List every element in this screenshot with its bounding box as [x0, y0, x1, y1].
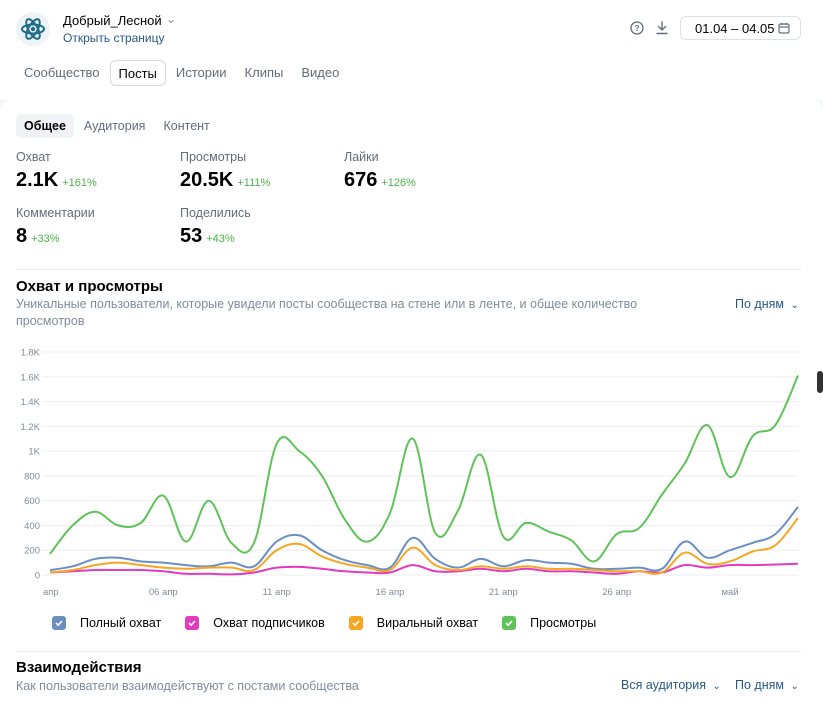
interactions-period-dropdown[interactable]: По дням ⌄ — [735, 678, 799, 692]
main-tabs: Сообщество Посты Истории Клипы Видео — [16, 60, 349, 86]
x-axis-ticks: апр 06 апр 11 апр 16 апр 21 апр 26 апр май — [43, 587, 739, 598]
x-tick-label: апр — [43, 587, 59, 598]
reach-section-title: Охват и просмотры — [16, 278, 163, 295]
metric-likes: Лайки 676 +126% — [344, 150, 416, 192]
legend-item-full-reach[interactable]: Полный охват — [52, 616, 161, 630]
tab-video[interactable]: Видео — [301, 65, 340, 80]
audience-dropdown[interactable]: Вся аудитория ⌄ — [621, 678, 721, 692]
x-tick-label: 06 апр — [149, 587, 178, 598]
metric-delta: +126% — [381, 177, 416, 189]
group-name[interactable]: Добрый_Лесной — [63, 13, 162, 28]
legend-item-viral-reach[interactable]: Виральный охват — [348, 616, 479, 630]
chevron-down-icon: ⌄ — [790, 681, 799, 692]
y-tick-label: 200 — [24, 546, 40, 557]
metric-reach: Охват 2.1K +161% — [16, 150, 97, 192]
checkbox-icon[interactable] — [185, 616, 200, 630]
y-tick-label: 0 — [35, 571, 40, 582]
checkbox-icon[interactable] — [52, 616, 66, 630]
legend-label: Охват подписчиков — [213, 616, 325, 630]
y-tick-label: 800 — [24, 471, 40, 482]
legend-label: Полный охват — [80, 616, 162, 630]
metric-label: Просмотры — [180, 150, 247, 164]
legend-item-views[interactable]: Просмотры — [502, 616, 596, 630]
group-avatar[interactable] — [16, 12, 50, 46]
chevron-down-icon: ⌄ — [712, 681, 721, 692]
y-tick-label: 1.2K — [20, 422, 40, 433]
x-tick-label: 16 апр — [376, 587, 405, 598]
y-tick-label: 1.8K — [20, 348, 40, 359]
series-line-views — [49, 375, 799, 563]
x-tick-label: 26 апр — [602, 587, 631, 598]
top-bar: Добрый_Лесной ⌄ Открыть страницу ? 01.04… — [0, 0, 823, 100]
subtab-audience[interactable]: Аудитория — [83, 119, 146, 133]
svg-text:?: ? — [634, 23, 639, 33]
reach-period-dropdown[interactable]: По дням ⌄ — [735, 297, 799, 311]
metric-value: 53 — [180, 225, 203, 247]
divider — [16, 651, 801, 652]
chart-grid — [42, 351, 798, 576]
chevron-down-icon: ⌄ — [790, 300, 799, 311]
tab-posts[interactable]: Посты — [109, 60, 166, 86]
chevron-down-icon[interactable]: ⌄ — [166, 12, 177, 26]
series-line-viral-reach — [49, 517, 799, 575]
tab-community[interactable]: Сообщество — [24, 65, 100, 80]
divider — [16, 269, 801, 270]
metric-label: Лайки — [344, 150, 379, 164]
chart-series — [49, 375, 799, 576]
tab-stories[interactable]: Истории — [175, 65, 227, 80]
legend-label: Просмотры — [530, 616, 597, 630]
checkbox-icon[interactable] — [348, 616, 363, 630]
series-line-full-reach — [49, 506, 799, 572]
metric-label: Охват — [16, 150, 51, 164]
help-icon[interactable]: ? — [630, 21, 644, 35]
x-tick-label: май — [721, 587, 738, 598]
scrollbar-thumb[interactable] — [817, 371, 823, 393]
metric-value: 2.1K — [16, 169, 59, 191]
metric-label: Поделились — [180, 206, 251, 220]
y-axis-ticks: 0 200 400 600 800 1K 1.2K 1.4K 1.6K 1.8K — [20, 348, 40, 582]
reach-views-chart: 0 200 400 600 800 1K 1.2K 1.4K 1.6K 1.8K апр 06 ап… — [20, 348, 799, 598]
checkbox-icon[interactable] — [502, 616, 517, 630]
legend-label: Виральный охват — [376, 616, 479, 630]
metric-label: Комментарии — [16, 206, 95, 220]
reach-period-label: По дням — [735, 297, 784, 311]
chart-legend: Полный охват Охват подписчиков Виральный… — [52, 616, 620, 630]
subtab-content[interactable]: Контент — [163, 119, 210, 133]
metric-views: Просмотры 20.5K +111% — [180, 150, 270, 192]
metric-value: 8 — [16, 225, 28, 247]
stats-card: Общее Аудитория Контент Охват 2.1K +161% … — [0, 100, 823, 711]
y-tick-label: 1.4K — [20, 397, 40, 408]
tab-clips[interactable]: Клипы — [244, 65, 284, 80]
metric-value: 676 — [344, 169, 378, 191]
metric-delta: +111% — [237, 177, 271, 189]
reach-section-description: Уникальные пользователи, которые увидели… — [16, 297, 638, 328]
metric-shares: Поделились 53 +43% — [180, 206, 251, 248]
interactions-section-description: Как пользователи взаимодействуют с поста… — [16, 679, 359, 693]
metric-comments: Комментарии 8 +33% — [16, 206, 95, 248]
date-range-label: 01.04 – 04.05 — [695, 20, 775, 36]
x-tick-label: 21 апр — [489, 587, 518, 598]
audience-label: Вся аудитория — [621, 678, 706, 692]
calendar-icon — [778, 23, 790, 34]
date-range-button[interactable]: 01.04 – 04.05 — [680, 16, 801, 40]
y-tick-label: 1.6K — [20, 372, 40, 383]
x-tick-label: 11 апр — [263, 587, 291, 598]
sub-tabs: Общее Аудитория Контент — [16, 114, 220, 138]
atom-logo-icon — [21, 18, 45, 40]
metric-delta: +161% — [62, 177, 97, 189]
interactions-section-title: Взаимодействия — [16, 659, 142, 676]
series-line-subscribers-reach — [49, 562, 799, 576]
y-tick-label: 1K — [28, 447, 40, 458]
legend-item-subscribers-reach[interactable]: Охват подписчиков — [185, 616, 325, 630]
download-icon[interactable] — [655, 21, 669, 35]
y-tick-label: 600 — [24, 496, 40, 507]
metric-value: 20.5K — [180, 169, 234, 191]
metric-delta: +33% — [31, 233, 60, 245]
open-page-link[interactable]: Открыть страницу — [63, 31, 165, 45]
metric-delta: +43% — [206, 233, 235, 245]
y-tick-label: 400 — [24, 521, 40, 532]
subtab-general[interactable]: Общее — [16, 114, 74, 138]
interactions-period-label: По дням — [735, 678, 784, 692]
